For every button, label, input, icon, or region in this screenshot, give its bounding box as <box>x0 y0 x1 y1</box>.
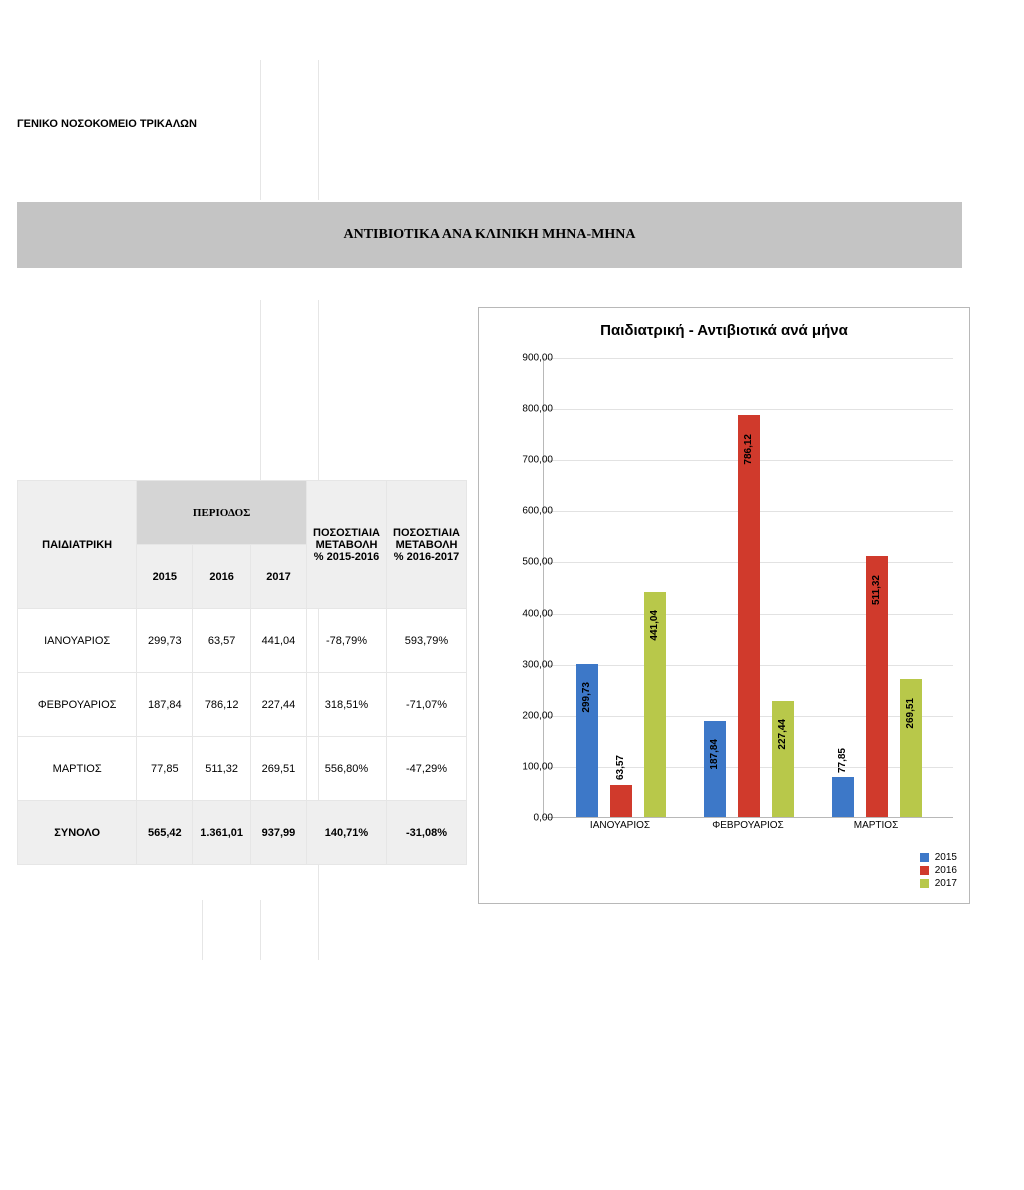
cell: -71,07% <box>386 673 466 737</box>
scan-artifact <box>260 60 261 200</box>
year-2016: 2016 <box>193 545 251 609</box>
chart-legend: 2015 2016 2017 <box>920 850 957 891</box>
legend-label: 2016 <box>935 865 957 876</box>
chart-y-tick-label: 0,00 <box>503 813 553 824</box>
chart-bar-label: 511,32 <box>871 575 882 605</box>
chart-bar-label: 63,57 <box>615 755 626 780</box>
cell: 77,85 <box>137 737 193 801</box>
org-title: ΓΕΝΙΚΟ ΝΟΣΟΚΟΜΕΙΟ ΤΡΙΚΑΛΩΝ <box>17 118 197 130</box>
cell: 441,04 <box>250 609 306 673</box>
chart-bar-label: 77,85 <box>837 748 848 773</box>
chart-y-tick-label: 200,00 <box>503 710 553 721</box>
legend-swatch <box>920 879 929 888</box>
scan-artifact <box>202 900 203 960</box>
chart-bar <box>610 785 632 817</box>
chart-bar-label: 227,44 <box>777 719 788 750</box>
chart-bar-label: 441,04 <box>649 610 660 641</box>
legend-swatch <box>920 853 929 862</box>
chart-gridline <box>544 358 953 359</box>
cell: -31,08% <box>386 801 466 865</box>
chart-x-tick-label: ΜΑΡΤΙΟΣ <box>854 820 899 831</box>
chart-y-tick-label: 500,00 <box>503 557 553 568</box>
chart-y-tick-label: 800,00 <box>503 404 553 415</box>
legend-item: 2017 <box>920 878 957 889</box>
legend-label: 2017 <box>935 878 957 889</box>
total-label: ΣΥΝΟΛΟ <box>18 801 137 865</box>
chart-y-tick-label: 100,00 <box>503 761 553 772</box>
section-banner: ΑΝΤΙΒΙΟΤΙΚΑ ΑΝΑ ΚΛΙΝΙΚΗ ΜΗΝΑ-ΜΗΝΑ <box>17 202 962 268</box>
cell: 140,71% <box>307 801 387 865</box>
chart-y-tick-label: 300,00 <box>503 659 553 670</box>
chart-y-tick-label: 900,00 <box>503 353 553 364</box>
table-row: ΙΑΝΟΥΑΡΙΟΣ 299,73 63,57 441,04 -78,79% 5… <box>18 609 467 673</box>
table-total-row: ΣΥΝΟΛΟ 565,42 1.361,01 937,99 140,71% -3… <box>18 801 467 865</box>
legend-item: 2015 <box>920 852 957 863</box>
period-header: ΠΕΡΙΟΔΟΣ <box>137 481 307 545</box>
cell: 299,73 <box>137 609 193 673</box>
chart-bar-label: 269,51 <box>905 698 916 729</box>
chart-y-tick-label: 600,00 <box>503 506 553 517</box>
scan-artifact <box>260 900 261 960</box>
cell: 318,51% <box>307 673 387 737</box>
chart-gridline <box>544 409 953 410</box>
change-col-1: ΠΟΣΟΣΤΙΑΙΑ ΜΕΤΑΒΟΛΗ % 2015-2016 <box>307 481 387 609</box>
row-header-cell: ΠΑΙΔΙΑΤΡΙΚΗ <box>18 481 137 609</box>
cell: 269,51 <box>250 737 306 801</box>
row-month: ΙΑΝΟΥΑΡΙΟΣ <box>18 609 137 673</box>
cell: 565,42 <box>137 801 193 865</box>
bar-chart: Παιδιατρική - Αντιβιοτικά ανά μήνα 299,7… <box>478 307 970 904</box>
row-month: ΦΕΒΡΟΥΑΡΙΟΣ <box>18 673 137 737</box>
chart-title: Παιδιατρική - Αντιβιοτικά ανά μήνα <box>479 308 969 347</box>
cell: -47,29% <box>386 737 466 801</box>
legend-swatch <box>920 866 929 875</box>
chart-y-tick-label: 700,00 <box>503 455 553 466</box>
table-row: ΜΑΡΤΙΟΣ 77,85 511,32 269,51 556,80% -47,… <box>18 737 467 801</box>
table-row: ΦΕΒΡΟΥΑΡΙΟΣ 187,84 786,12 227,44 318,51%… <box>18 673 467 737</box>
chart-bar <box>832 777 854 817</box>
scan-artifact <box>318 60 319 200</box>
cell: 511,32 <box>193 737 251 801</box>
chart-x-tick-label: ΙΑΝΟΥΑΡΙΟΣ <box>590 820 650 831</box>
chart-y-tick-label: 400,00 <box>503 608 553 619</box>
data-table: ΠΑΙΔΙΑΤΡΙΚΗ ΠΕΡΙΟΔΟΣ ΠΟΣΟΣΤΙΑΙΑ ΜΕΤΑΒΟΛΗ… <box>17 480 467 865</box>
banner-title: ΑΝΤΙΒΙΟΤΙΚΑ ΑΝΑ ΚΛΙΝΙΚΗ ΜΗΝΑ-ΜΗΝΑ <box>343 227 635 243</box>
legend-item: 2016 <box>920 865 957 876</box>
scan-artifact <box>260 300 261 480</box>
chart-bar <box>738 415 760 817</box>
cell: 937,99 <box>250 801 306 865</box>
cell: 227,44 <box>250 673 306 737</box>
cell: -78,79% <box>307 609 387 673</box>
chart-x-tick-label: ΦΕΒΡΟΥΑΡΙΟΣ <box>712 820 783 831</box>
year-2015: 2015 <box>137 545 193 609</box>
chart-bar-label: 299,73 <box>581 682 592 713</box>
row-month: ΜΑΡΤΙΟΣ <box>18 737 137 801</box>
year-2017: 2017 <box>250 545 306 609</box>
chart-bar-label: 187,84 <box>709 739 720 770</box>
cell: 187,84 <box>137 673 193 737</box>
legend-label: 2015 <box>935 852 957 863</box>
cell: 1.361,01 <box>193 801 251 865</box>
cell: 63,57 <box>193 609 251 673</box>
cell: 556,80% <box>307 737 387 801</box>
chart-bar-label: 786,12 <box>743 434 754 465</box>
cell: 593,79% <box>386 609 466 673</box>
cell: 786,12 <box>193 673 251 737</box>
chart-plot-area: 299,73 63,57 441,04 187,84 786,12 227,44 77,85… <box>543 358 953 818</box>
change-col-2: ΠΟΣΟΣΤΙΑΙΑ ΜΕΤΑΒΟΛΗ % 2016-2017 <box>386 481 466 609</box>
